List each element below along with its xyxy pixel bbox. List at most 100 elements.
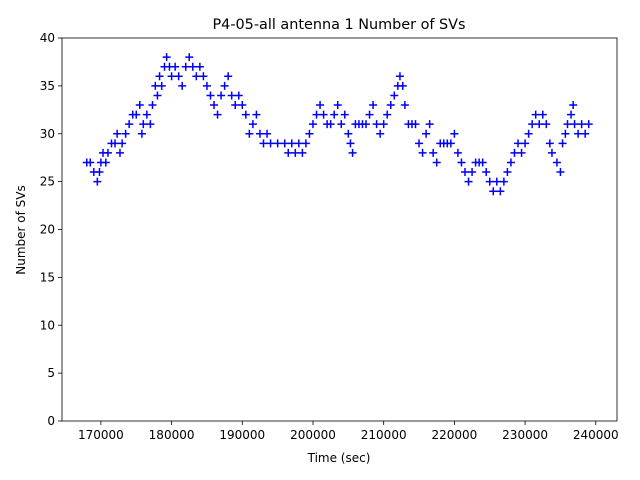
point (528, 120, 537, 129)
point (174, 72, 183, 81)
point (365, 110, 374, 119)
point (524, 129, 533, 138)
point (284, 148, 293, 157)
point (248, 120, 257, 129)
point (95, 168, 104, 177)
point (552, 158, 561, 167)
point (330, 110, 339, 119)
point (460, 168, 469, 177)
point (422, 129, 431, 138)
point (139, 120, 148, 129)
point (192, 72, 201, 81)
point (142, 110, 151, 119)
point (227, 91, 236, 100)
point (453, 148, 462, 157)
point (273, 139, 282, 148)
point (432, 158, 441, 167)
point (492, 177, 501, 186)
point (482, 168, 491, 177)
y-tick-label: 0 (47, 414, 55, 428)
point (162, 53, 171, 62)
point (415, 139, 424, 148)
point (234, 91, 243, 100)
point (569, 101, 578, 110)
point (510, 148, 519, 157)
x-tick-label: 230000 (502, 428, 548, 442)
point (113, 129, 122, 138)
point (535, 120, 544, 129)
x-tick-label: 190000 (219, 428, 265, 442)
point (291, 148, 300, 157)
point (298, 148, 307, 157)
point (372, 120, 381, 129)
point (386, 101, 395, 110)
point (301, 139, 310, 148)
point (167, 72, 176, 81)
point (132, 110, 141, 119)
point (570, 120, 579, 129)
point (263, 129, 272, 138)
point (308, 120, 317, 129)
point (111, 139, 120, 148)
y-tick-label: 15 (40, 270, 55, 284)
y-axis-label: Number of SVs (14, 185, 28, 274)
point (503, 168, 512, 177)
point (202, 81, 211, 90)
point (195, 62, 204, 71)
point (238, 101, 247, 110)
point (369, 101, 378, 110)
point (115, 148, 124, 157)
point (489, 187, 498, 196)
point (137, 129, 146, 138)
point (305, 129, 314, 138)
point (584, 120, 593, 129)
point (224, 72, 233, 81)
point (346, 139, 355, 148)
x-tick-label: 180000 (149, 428, 195, 442)
y-tick-label: 5 (47, 366, 55, 380)
point (199, 72, 208, 81)
x-tick-label: 240000 (573, 428, 619, 442)
point (155, 72, 164, 81)
point (531, 110, 540, 119)
point (118, 139, 127, 148)
chart-title: P4-05-all antenna 1 Number of SVs (212, 17, 465, 33)
point (213, 110, 222, 119)
point (241, 110, 250, 119)
x-tick-label: 210000 (361, 428, 407, 442)
y-tick-label: 20 (40, 223, 55, 237)
point (266, 139, 275, 148)
point (86, 158, 95, 167)
point (556, 168, 565, 177)
point (457, 158, 466, 167)
point (101, 158, 110, 167)
x-tick-label: 200000 (290, 428, 336, 442)
point (379, 120, 388, 129)
y-tick-label: 40 (40, 31, 55, 45)
point (390, 91, 399, 100)
point (344, 129, 353, 138)
point (425, 120, 434, 129)
point (446, 139, 455, 148)
point (577, 120, 586, 129)
point (499, 177, 508, 186)
point (506, 158, 515, 167)
y-tick-label: 30 (40, 127, 55, 141)
point (400, 101, 409, 110)
point (563, 120, 572, 129)
point (280, 139, 289, 148)
point (153, 91, 162, 100)
point (545, 139, 554, 148)
point (547, 148, 556, 157)
point (574, 129, 583, 138)
point (319, 110, 328, 119)
point (558, 139, 567, 148)
point (514, 139, 523, 148)
point (464, 177, 473, 186)
point (210, 101, 219, 110)
point (294, 139, 303, 148)
point (340, 110, 349, 119)
point (478, 158, 487, 167)
point (231, 101, 240, 110)
